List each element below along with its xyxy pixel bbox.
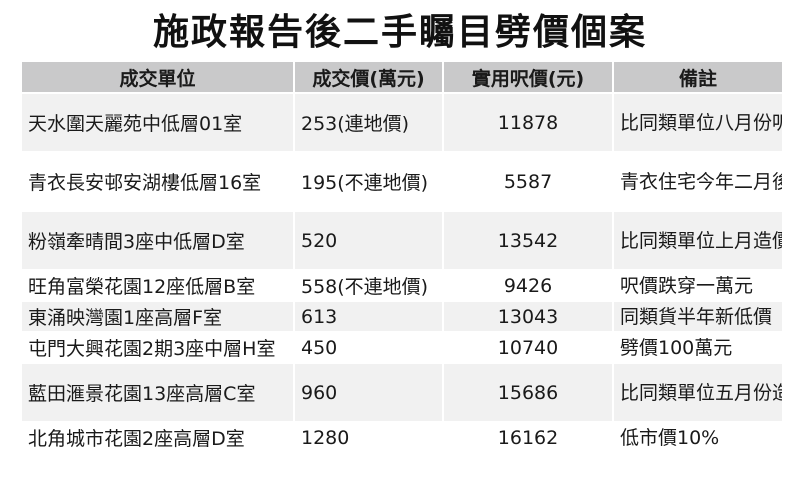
note-cell: 比同類單位上月造價下跌12% (612, 210, 784, 271)
psf-cell: 13043 (442, 300, 614, 333)
psf-cell: 13542 (442, 210, 614, 271)
price-cell: 195(不連地價) (293, 151, 444, 212)
psf-cell: 10740 (442, 331, 614, 364)
unit-cell: 藍田滙景花園13座高層C室 (20, 362, 295, 423)
table-row: 東涌映灣園1座高層F室 613 13043 同類貨半年新低價 (20, 300, 784, 333)
note-cell: 低市價10% (612, 421, 784, 454)
note-cell: 比同類單位五月份造價低12% (612, 362, 784, 423)
note-cell: 比同類單位八月份呎價挫26.6% (612, 92, 784, 153)
note-cell: 呎價跌穿一萬元 (612, 269, 784, 302)
table-header-row: 成交單位 成交價(萬元) 實用呎價(元) 備註 (20, 60, 784, 94)
column-header-price: 成交價(萬元) (293, 60, 444, 94)
unit-cell: 天水圍天麗苑中低層01室 (20, 92, 295, 153)
price-cell: 253(連地價) (293, 92, 444, 153)
unit-cell: 旺角富榮花園12座低層B室 (20, 269, 295, 302)
column-header-psf: 實用呎價(元) (442, 60, 614, 94)
column-header-unit: 成交單位 (20, 60, 295, 94)
price-cell: 1280 (293, 421, 444, 454)
page-title: 施政報告後二手矚目劈價個案 (152, 11, 647, 53)
psf-cell: 15686 (442, 362, 614, 423)
price-cell: 960 (293, 362, 444, 423)
unit-cell: 東涌映灣園1座高層F室 (20, 300, 295, 333)
table-row: 北角城市花園2座高層D室 1280 16162 低市價10% (20, 421, 784, 454)
psf-cell: 11878 (442, 92, 614, 153)
price-cell: 450 (293, 331, 444, 364)
table-row: 藍田滙景花園13座高層C室 960 15686 比同類單位五月份造價低12% (20, 362, 784, 423)
table-row: 旺角富榮花園12座低層B室 558(不連地價) 9426 呎價跌穿一萬元 (20, 269, 784, 302)
note-cell: 劈價100萬元 (612, 331, 784, 364)
price-cell: 558(不連地價) (293, 269, 444, 302)
table-row: 天水圍天麗苑中低層01室 253(連地價) 11878 比同類單位八月份呎價挫2… (20, 92, 784, 153)
psf-cell: 9426 (442, 269, 614, 302)
note-cell: 青衣住宅今年二月後首次跌穿200萬 (612, 151, 784, 212)
psf-cell: 16162 (442, 421, 614, 454)
transactions-table: 成交單位 成交價(萬元) 實用呎價(元) 備註 天水圍天麗苑中低層01室 253… (20, 60, 784, 454)
table-row: 屯門大興花園2期3座中層H室 450 10740 劈價100萬元 (20, 331, 784, 364)
table-row: 粉嶺牽晴間3座中低層D室 520 13542 比同類單位上月造價下跌12% (20, 210, 784, 271)
unit-cell: 北角城市花園2座高層D室 (20, 421, 295, 454)
price-cell: 520 (293, 210, 444, 271)
note-cell: 同類貨半年新低價 (612, 300, 784, 333)
unit-cell: 粉嶺牽晴間3座中低層D室 (20, 210, 295, 271)
unit-cell: 青衣長安邨安湖樓低層16室 (20, 151, 295, 212)
column-header-note: 備註 (612, 60, 784, 94)
unit-cell: 屯門大興花園2期3座中層H室 (20, 331, 295, 364)
price-cell: 613 (293, 300, 444, 333)
psf-cell: 5587 (442, 151, 614, 212)
table-row: 青衣長安邨安湖樓低層16室 195(不連地價) 5587 青衣住宅今年二月後首次… (20, 151, 784, 212)
